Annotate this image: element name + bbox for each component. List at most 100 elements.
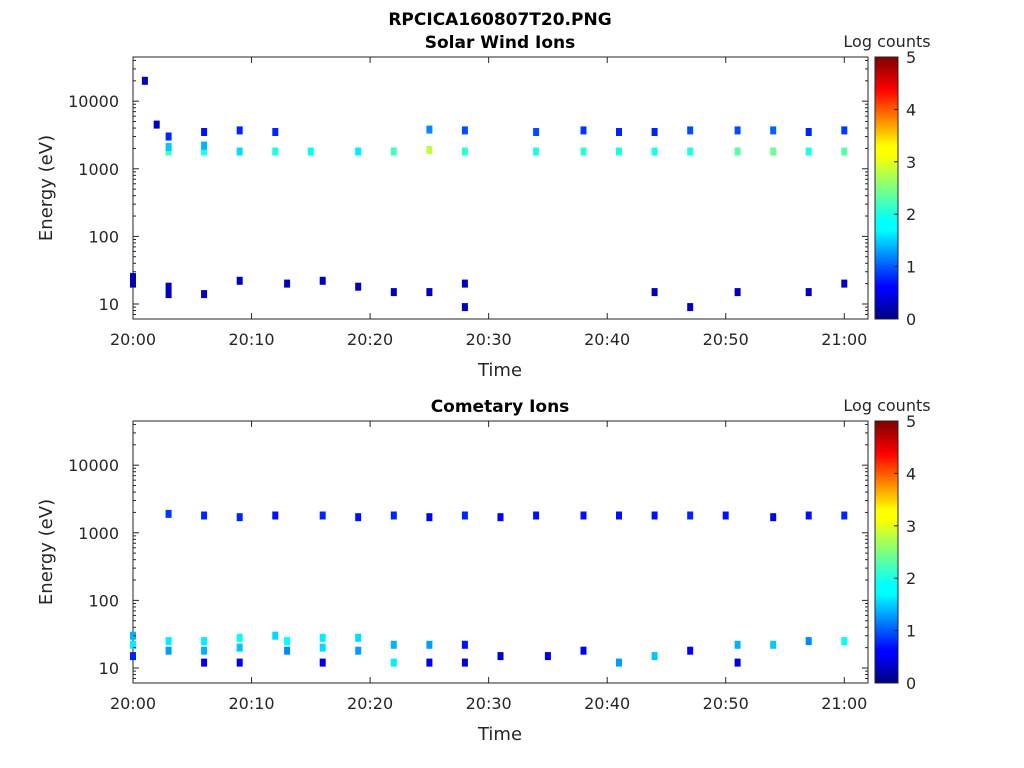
y-axis-label-solar-wind: Energy (eV): [36, 135, 57, 241]
y-tick-label: 10000: [68, 456, 119, 475]
heatmap-cells-cometary: [130, 509, 848, 667]
heatmap-cell: [461, 658, 468, 667]
x-tick-label: 20:10: [228, 694, 274, 713]
colorbar-tick-label: 0: [906, 674, 916, 693]
heatmap-cells-solar-wind: [130, 76, 848, 312]
heatmap-cell: [722, 511, 729, 520]
heatmap-cell: [284, 646, 291, 655]
heatmap-cell: [390, 288, 397, 297]
heatmap-cell: [651, 511, 658, 520]
y-tick-label: 1000: [78, 524, 119, 543]
colorbar-label-solar-wind: Log counts: [843, 32, 930, 51]
heatmap-cell: [272, 511, 279, 520]
heatmap-cell: [390, 511, 397, 520]
heatmap-cell: [201, 511, 208, 520]
x-tick-label: 20:00: [110, 694, 156, 713]
colorbar-tick-label: 4: [906, 464, 916, 483]
heatmap-cell: [355, 282, 362, 291]
heatmap-cell: [770, 126, 777, 135]
heatmap-cell: [734, 147, 741, 156]
heatmap-cell: [165, 147, 172, 156]
heatmap-cell: [165, 143, 172, 151]
colorbar-tick-label: 2: [906, 569, 916, 588]
colorbar-tick-label: 1: [906, 258, 916, 277]
panel-title-solar-wind: Solar Wind Ions: [425, 33, 576, 53]
heatmap-cell: [141, 76, 148, 85]
x-axis-ticks-cometary: 20:00 20:10 20:20 20:30 20:40 20:50 21:00: [110, 421, 867, 713]
heatmap-cell: [533, 128, 540, 136]
x-tick-label: 20:20: [347, 330, 393, 349]
heatmap-cell: [307, 147, 314, 156]
heatmap-cell: [272, 147, 279, 156]
y-axis-label-cometary: Energy (eV): [36, 499, 57, 605]
heatmap-cell: [770, 640, 777, 649]
heatmap-cell: [130, 640, 136, 649]
panel-title-cometary: Cometary Ions: [431, 397, 570, 417]
heatmap-cell: [461, 147, 468, 156]
y-tick-label: 10: [99, 659, 119, 678]
colorbar-tick-label: 2: [906, 205, 916, 224]
heatmap-cell: [580, 646, 587, 655]
heatmap-cell: [201, 128, 208, 136]
x-tick-label: 20:40: [584, 330, 630, 349]
heatmap-cell: [841, 511, 848, 520]
heatmap-cell: [390, 640, 397, 649]
heatmap-cell: [497, 513, 504, 522]
heatmap-cell: [805, 511, 812, 520]
heatmap-cell: [284, 637, 291, 646]
colorbar-tick-label: 5: [906, 48, 916, 67]
heatmap-cell: [461, 511, 468, 520]
heatmap-cell: [687, 147, 694, 156]
heatmap-cell: [461, 279, 468, 288]
heatmap-cell: [616, 511, 622, 520]
heatmap-cell: [130, 652, 136, 661]
heatmap-cell: [651, 652, 658, 661]
heatmap-cell: [770, 513, 777, 522]
heatmap-cell: [201, 290, 208, 299]
heatmap-cell: [734, 288, 741, 297]
heatmap-cell: [390, 658, 397, 667]
x-tick-label: 20:50: [703, 694, 749, 713]
heatmap-cell: [319, 643, 326, 652]
y-tick-label: 1000: [78, 160, 119, 179]
colorbar-solar-wind: [874, 56, 899, 320]
heatmap-cell: [580, 147, 587, 156]
colorbar-tick-label: 3: [906, 153, 916, 172]
heatmap-cell: [651, 147, 658, 156]
heatmap-cell: [390, 147, 397, 156]
x-tick-label: 20:50: [703, 330, 749, 349]
colorbar-ticks-solar-wind: 0 1 2 3 4 5: [894, 48, 916, 329]
heatmap-cell: [319, 633, 326, 642]
colorbar-cometary: [874, 420, 899, 684]
heatmap-cell: [201, 637, 208, 646]
y-axis-ticks-cometary: 10 100 1000 10000: [68, 423, 868, 684]
heatmap-cell: [355, 147, 362, 156]
x-tick-label: 20:20: [347, 694, 393, 713]
heatmap-cell: [426, 658, 433, 667]
heatmap-cell: [533, 147, 540, 156]
heatmap-cell: [236, 276, 243, 285]
x-tick-label: 20:30: [466, 330, 512, 349]
heatmap-cell: [284, 279, 291, 288]
figure-title: RPCICA160807T20.PNG: [388, 10, 611, 30]
y-tick-label: 10000: [68, 92, 119, 111]
y-axis-ticks-solar-wind: 10 100 1000 10000: [68, 59, 868, 320]
colorbar-tick-label: 0: [906, 310, 916, 329]
heatmap-cell: [616, 658, 622, 667]
heatmap-cell: [805, 288, 812, 297]
heatmap-cell: [355, 646, 362, 655]
colorbar-tick-label: 4: [906, 100, 916, 119]
y-tick-label: 100: [88, 591, 119, 610]
heatmap-cell: [165, 637, 172, 646]
heatmap-cell: [426, 125, 433, 134]
x-tick-label: 20:30: [466, 694, 512, 713]
colorbar-tick-label: 1: [906, 622, 916, 641]
heatmap-cell: [426, 640, 433, 649]
heatmap-cell: [687, 126, 694, 135]
heatmap-cell: [319, 511, 326, 520]
heatmap-cell: [687, 303, 694, 312]
y-tick-label: 100: [88, 227, 119, 246]
heatmap-cell: [651, 128, 658, 136]
